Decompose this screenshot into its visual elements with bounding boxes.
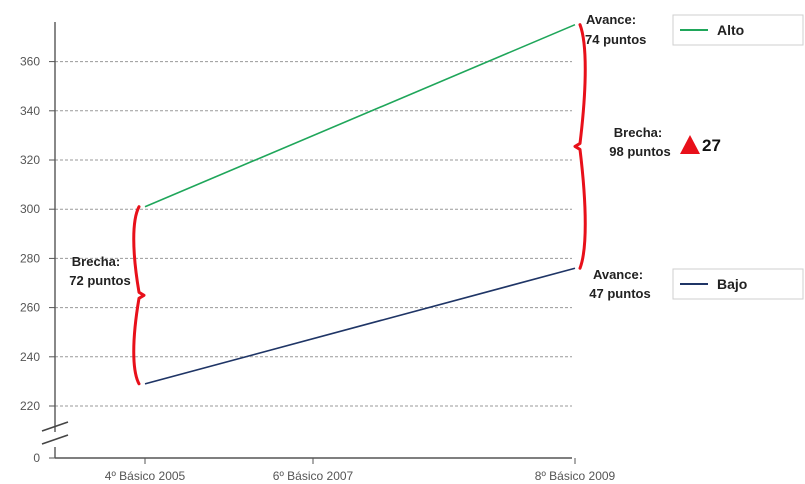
- axis-break-mark: [41, 434, 69, 445]
- y-tick-label: 340: [20, 104, 40, 118]
- x-tick-label: 4º Básico 2005: [105, 469, 186, 483]
- delta-up-triangle-icon: [680, 135, 700, 154]
- delta-value: 27: [702, 136, 721, 155]
- y-tick-label: 300: [20, 202, 40, 216]
- annotation-avance-alto-title: Avance:: [586, 12, 636, 27]
- y-tick-label: 0: [33, 451, 40, 465]
- annotation-brecha-2009-title: Brecha:: [614, 125, 662, 140]
- legend-item-alto: Alto: [672, 14, 804, 46]
- annotation-avance-alto-value: 74 puntos: [585, 32, 646, 47]
- braces: [132, 23, 587, 386]
- annotation-brecha-2005-title: Brecha:: [72, 254, 120, 269]
- x-tick-label: 6º Básico 2007: [273, 469, 354, 483]
- brace-brecha-2009: [573, 23, 587, 270]
- legend: Alto Bajo: [672, 14, 804, 300]
- axis-break-mark: [41, 421, 69, 432]
- x-tick-label: 8º Básico 2009: [535, 469, 616, 483]
- annotation-labels: Brecha: 72 puntos Avance: 74 puntos Brecha: 9…: [69, 12, 721, 301]
- annotation-brecha-2005-value: 72 puntos: [69, 273, 130, 288]
- legend-label: Alto: [717, 22, 744, 38]
- legend-item-bajo: Bajo: [672, 268, 804, 300]
- annotation-avance-bajo-value: 47 puntos: [589, 286, 650, 301]
- series-lines: [144, 23, 576, 385]
- axes: 0 220 240 260 280 300 320 340 360 4º Básico 2005 6…: [20, 22, 616, 483]
- y-tick-label: 260: [20, 301, 40, 315]
- y-tick-label: 240: [20, 350, 40, 364]
- legend-label: Bajo: [717, 276, 747, 292]
- brace-brecha-2005: [132, 205, 146, 386]
- annotation-avance-bajo-title: Avance:: [593, 267, 643, 282]
- y-tick-label: 360: [20, 55, 40, 69]
- series-line-alto: [144, 23, 576, 208]
- y-tick-label: 320: [20, 153, 40, 167]
- annotation-brecha-2009-value: 98 puntos: [609, 144, 670, 159]
- y-tick-label: 220: [20, 399, 40, 413]
- y-tick-label: 280: [20, 251, 40, 265]
- series-line-bajo: [144, 267, 576, 385]
